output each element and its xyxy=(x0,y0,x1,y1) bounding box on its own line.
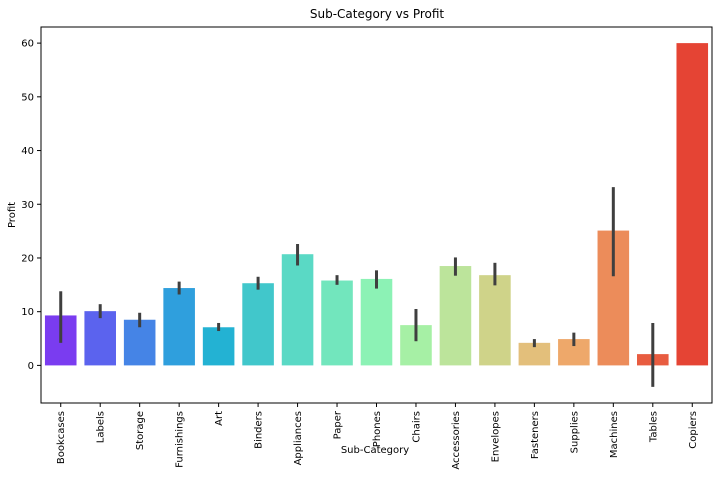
plot-frame xyxy=(40,26,713,404)
y-tick-label: 40 xyxy=(21,146,34,157)
x-tick-label: Furnishings xyxy=(175,411,186,468)
x-tick-label: Supplies xyxy=(569,411,580,453)
x-axis-label: Sub-Category xyxy=(341,445,409,456)
x-tick-label: Appliances xyxy=(293,411,304,465)
y-tick-label: 50 xyxy=(21,92,34,103)
bar xyxy=(676,43,709,366)
x-tick-label: Copiers xyxy=(688,411,699,449)
bar xyxy=(360,278,393,366)
x-tick-label: Machines xyxy=(609,411,620,458)
chart-title: Sub-Category vs Profit xyxy=(310,7,445,21)
bar xyxy=(163,288,195,366)
x-tick-label: Art xyxy=(214,411,225,426)
x-tick-label: Bookcases xyxy=(56,411,67,464)
bar xyxy=(518,342,551,366)
x-axis: Bookcases Labels Storage Furnishings Art Bind… xyxy=(56,403,699,470)
bar xyxy=(242,283,274,366)
plot-area xyxy=(44,43,709,387)
bar xyxy=(479,275,511,366)
x-tick-label: Accessories xyxy=(451,411,462,470)
bar xyxy=(202,327,235,366)
y-tick-label: 60 xyxy=(21,39,34,50)
y-tick-label: 30 xyxy=(21,200,34,211)
x-tick-label: Storage xyxy=(135,411,146,450)
bar xyxy=(84,311,116,366)
bar xyxy=(321,280,353,366)
y-axis: 0 10 20 30 40 50 60 xyxy=(21,39,41,372)
x-tick-label: Fasteners xyxy=(530,411,541,459)
y-tick-label: 10 xyxy=(21,307,34,318)
bar xyxy=(439,266,472,366)
x-tick-label: Paper xyxy=(333,410,344,439)
y-tick-label: 0 xyxy=(28,361,34,372)
x-tick-label: Binders xyxy=(254,411,265,449)
x-tick-label: Envelopes xyxy=(490,411,501,462)
bar xyxy=(281,254,314,366)
x-tick-label: Tables xyxy=(648,411,659,443)
x-tick-label: Phones xyxy=(372,411,383,447)
y-axis-label: Profit xyxy=(7,202,18,228)
x-tick-label: Chairs xyxy=(411,411,422,443)
bar xyxy=(123,319,156,366)
x-tick-label: Labels xyxy=(96,411,107,443)
y-tick-label: 20 xyxy=(21,253,34,264)
